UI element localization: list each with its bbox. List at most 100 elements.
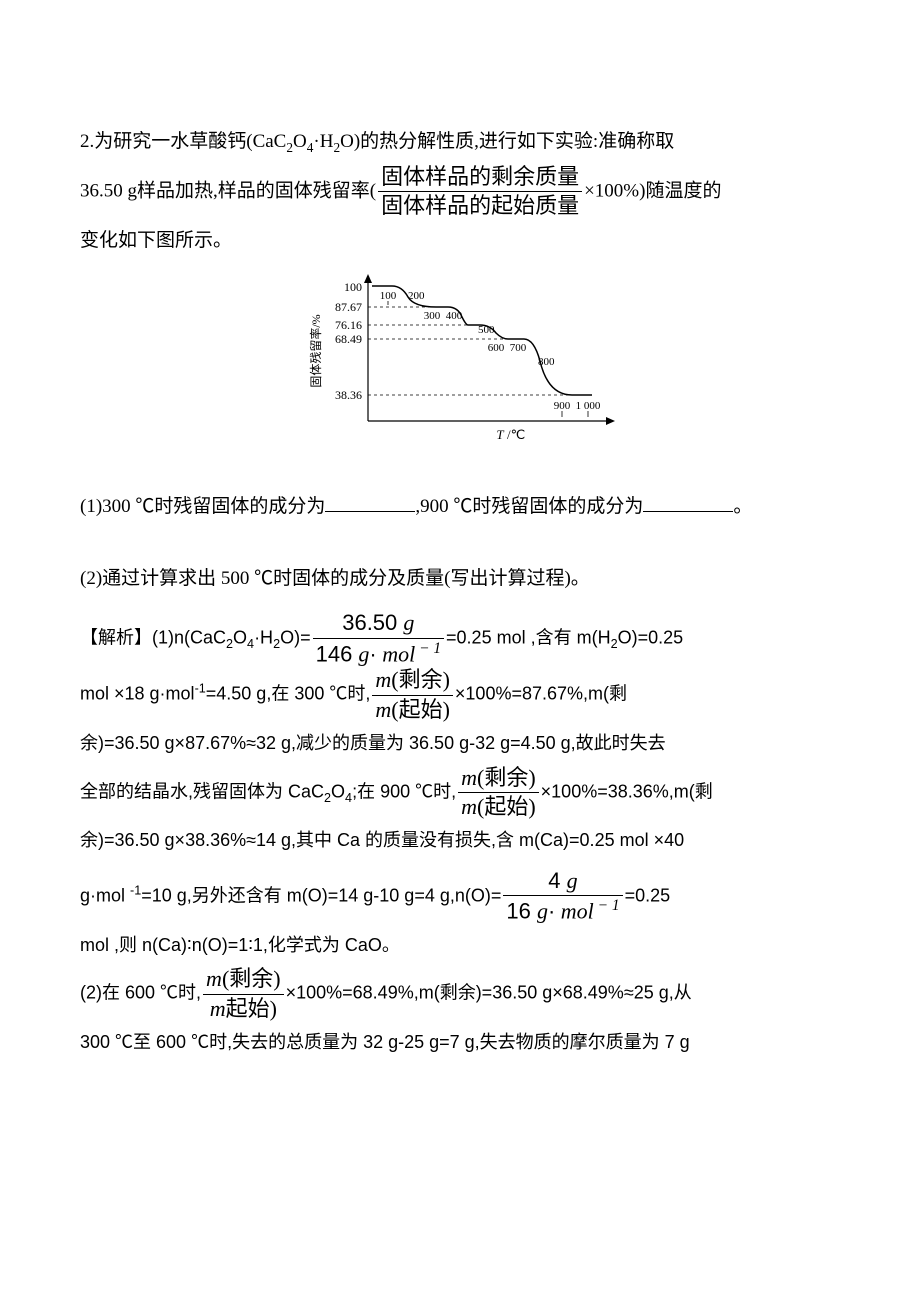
chart-container: 100 87.67 76.16 68.49 38.36 100 200 300 … [80, 271, 840, 473]
a-p2b: =4.50 g,在 300 ℃时, [206, 684, 371, 704]
a-p6c: =0.25 [625, 885, 671, 905]
a-p1b: O [233, 628, 247, 648]
s2a: 2 [226, 637, 233, 651]
svg-text:固体残留率/%: 固体残留率/% [308, 314, 323, 387]
f3bn: m(剩余) [458, 765, 539, 793]
a-p4b: O [331, 781, 345, 801]
a-p2a: mol ×18 g·mol [80, 684, 195, 704]
sub1-pre: (1)300 ℃时残留固体的成分为 [80, 496, 325, 517]
f2d-dot: · [369, 641, 376, 666]
svg-text:87.67: 87.67 [335, 300, 362, 314]
f2n: 36.50 [342, 610, 403, 635]
svg-text:100: 100 [380, 290, 397, 302]
svg-text:76.16: 76.16 [335, 318, 362, 332]
f3n: m(剩余) [372, 667, 453, 695]
p2a-exp: -1 [195, 682, 206, 696]
sol-l2: mol ×18 g·mol-1=4.50 g,在 300 ℃时, m(剩余) m… [80, 667, 840, 723]
f2d-exp: − 1 [415, 640, 441, 657]
a-p1e: =0.25 mol ,含有 m(H [446, 628, 611, 648]
svg-text:T: T [496, 427, 504, 442]
question-line-2: 36.50 g样品加热,样品的固体残留率( 固体样品的剩余质量 固体样品的起始质… [80, 164, 840, 220]
f2d-mol: mol [377, 641, 416, 666]
f4d-a: 16 [506, 898, 537, 923]
f2d-a: 146 [316, 641, 359, 666]
f4n: 4 g [503, 868, 622, 896]
a-p8b: ×100%=68.49%,m(剩余)=36.50 g×68.49%≈25 g,从 [286, 983, 692, 1003]
f3n-txt: (剩余) [391, 667, 450, 692]
svg-text:100: 100 [344, 280, 362, 294]
svg-text:68.49: 68.49 [335, 332, 362, 346]
s2d: 2 [324, 791, 331, 805]
sol-l9: 300 ℃至 600 ℃时,失去的总质量为 32 g-25 g=7 g,失去物质… [80, 1022, 840, 1063]
f5d-m: m [210, 996, 226, 1021]
f3bd: m(起始) [458, 793, 539, 820]
sub1-mid: ,900 ℃时残留固体的成分为 [415, 496, 643, 517]
f5d-txt: 起始) [226, 996, 277, 1021]
frac-2: 36.50 g 146 g· mol − 1 [313, 610, 444, 667]
q-l2b: ×100%)随温度的 [584, 180, 721, 201]
svg-text:800: 800 [538, 356, 555, 368]
f5n-txt: (剩余) [222, 966, 281, 991]
f3d: m(起始) [372, 696, 453, 723]
svg-text:200: 200 [408, 290, 425, 302]
f2-den: 146 g· mol − 1 [313, 639, 444, 668]
q-l1d: O)的热分解性质,进行如下实验:准确称取 [340, 131, 674, 152]
a-p6a: g·mol [80, 885, 130, 905]
svg-text:38.36: 38.36 [335, 388, 362, 402]
sol-l5: 余)=36.50 g×38.36%≈14 g,其中 Ca 的质量没有损失,含 m… [80, 820, 840, 861]
svg-text:/℃: /℃ [507, 427, 525, 442]
frac-3b: m(剩余) m(起始) [458, 765, 539, 821]
page: 2.为研究一水草酸钙(CaC2O4·H2O)的热分解性质,进行如下实验:准确称取… [0, 0, 920, 1123]
a-p4c: ;在 900 ℃时, [352, 781, 456, 801]
blank-2 [643, 495, 733, 512]
f3bd-m: m [461, 794, 477, 819]
a-p4a: 全部的结晶水,残留固体为 CaC [80, 781, 324, 801]
q-l1c: ·H [313, 131, 333, 152]
a-p8a: (2)在 600 ℃时, [80, 983, 201, 1003]
frac-5: m (剩余) m起始) [203, 966, 284, 1022]
a-p2c: ×100%=87.67%,m(剩 [455, 684, 627, 704]
sub1-post: 。 [733, 496, 752, 517]
s4: 4 [247, 637, 254, 651]
a-p1a: (1)n(CaC [152, 628, 226, 648]
f4d-g: g [537, 898, 548, 923]
svg-text:300: 300 [424, 310, 441, 322]
f4d: 16 g· mol − 1 [503, 896, 622, 925]
f2n-g: g [403, 610, 414, 635]
frac-num: 固体样品的剩余质量 [378, 164, 582, 192]
f4n-g: g [567, 868, 578, 893]
spacer-1 [80, 529, 840, 557]
blank-1 [325, 495, 415, 512]
subq-2: (2)通过计算求出 500 ℃时固体的成分及质量(写出计算过程)。 [80, 557, 840, 601]
a-p1d: O)= [280, 628, 311, 648]
svg-text:500: 500 [478, 324, 495, 336]
a-p6b: =10 g,另外还含有 m(O)=14 g-10 g=4 g,n(O)= [141, 885, 501, 905]
svg-text:700: 700 [510, 342, 527, 354]
sol-l8: (2)在 600 ℃时, m (剩余) m起始) ×100%=68.49%,m(剩… [80, 966, 840, 1022]
solution: 【解析】(1)n(CaC2O4·H2O)= 36.50 g 146 g· mol… [80, 610, 840, 667]
sol-l3: 余)=36.50 g×87.67%≈32 g,减少的质量为 36.50 g-32… [80, 723, 840, 764]
svg-text:1 000: 1 000 [576, 400, 601, 412]
f5d: m起始) [203, 995, 284, 1022]
sol-l4: 全部的结晶水,残留固体为 CaC2O4;在 900 ℃时, m(剩余) m(起始… [80, 765, 840, 821]
sol-l7: mol ,则 n(Ca)∶n(O)=1∶1,化学式为 CaO。 [80, 925, 840, 966]
a-p4d: ×100%=38.36%,m(剩 [541, 781, 713, 801]
q-l2a: 36.50 g样品加热,样品的固体残留率( [80, 180, 376, 201]
question-line-1: 2.为研究一水草酸钙(CaC2O4·H2O)的热分解性质,进行如下实验:准确称取 [80, 120, 840, 164]
ans-head: 【解析】 [80, 628, 152, 648]
f2d-g: g [358, 641, 369, 666]
spacer-2 [80, 600, 840, 610]
residue-chart: 100 87.67 76.16 68.49 38.36 100 200 300 … [290, 271, 630, 473]
f3d-m: m [375, 697, 391, 722]
f3bn-txt: (剩余) [477, 765, 536, 790]
question-line-3: 变化如下图所示。 [80, 219, 840, 263]
f4d-exp: − 1 [594, 897, 620, 914]
s2c: 2 [611, 637, 618, 651]
s4b: 4 [345, 791, 352, 805]
svg-text:400: 400 [446, 310, 463, 322]
f2-num: 36.50 g [313, 610, 444, 638]
chart-svg: 100 87.67 76.16 68.49 38.36 100 200 300 … [290, 271, 630, 456]
frac-den: 固体样品的起始质量 [378, 192, 582, 219]
f3bd-txt: (起始) [477, 794, 536, 819]
q-l1b: O [293, 131, 307, 152]
